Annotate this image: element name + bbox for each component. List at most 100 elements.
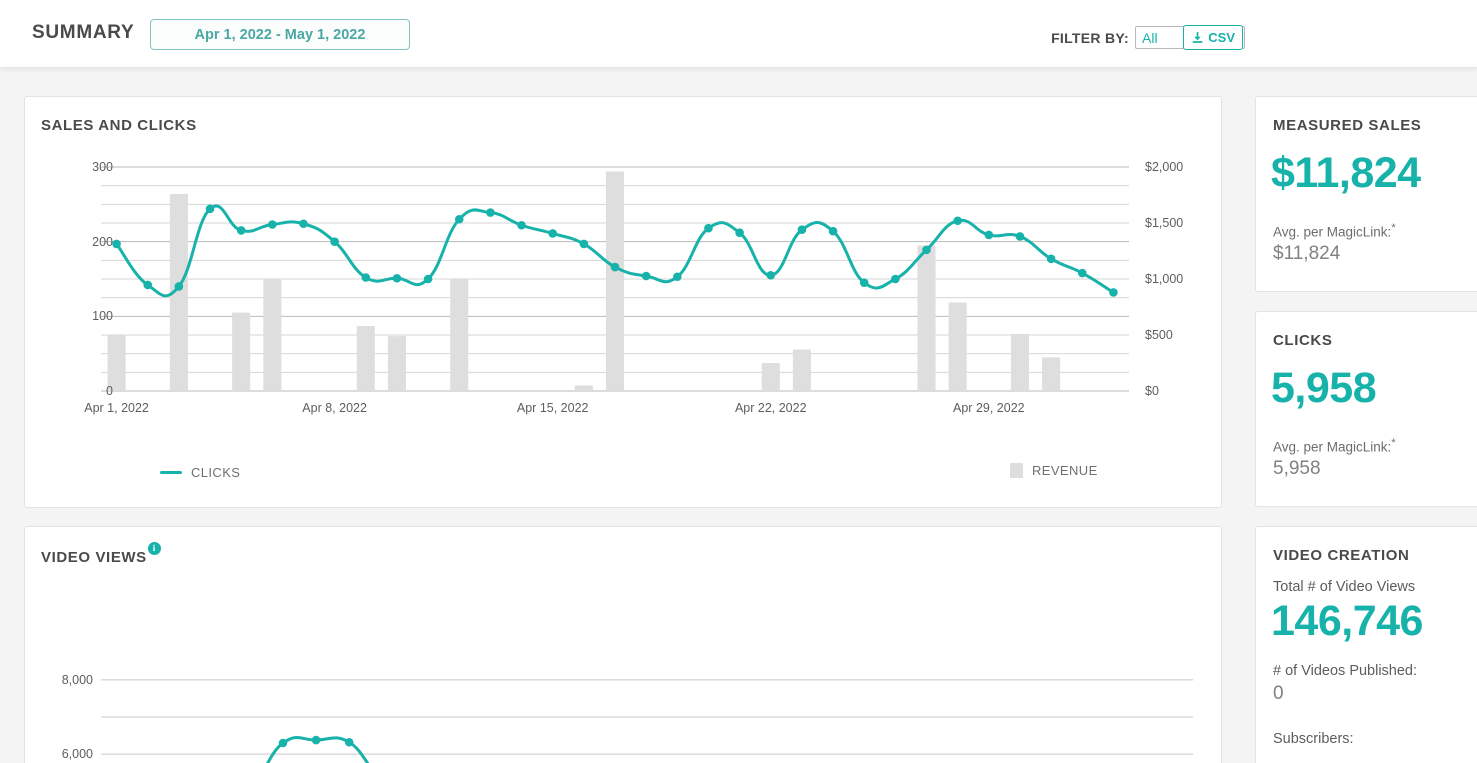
- legend-line-icon: [160, 471, 182, 474]
- legend-clicks-label: CLICKS: [191, 465, 241, 480]
- clicks-point: [579, 239, 589, 249]
- sales-y2-axis-label: $2,000: [1145, 160, 1184, 174]
- videos-published-label: # of Videos Published:: [1273, 663, 1418, 679]
- download-csv-button[interactable]: CSV: [1183, 25, 1243, 50]
- clicks-point: [268, 220, 277, 229]
- sales-y-axis-label: 200: [92, 234, 113, 249]
- total-video-views-label: Total # of Video Views: [1273, 579, 1416, 595]
- sales-and-clicks-plot: [101, 166, 1129, 392]
- page-title: SUMMARY: [32, 22, 135, 43]
- clicks-point: [610, 262, 620, 272]
- clicks-point: [330, 237, 339, 246]
- total-video-views-value: 146,746: [1271, 597, 1423, 645]
- revenue-bar: [263, 279, 282, 391]
- clicks-point: [984, 230, 994, 240]
- measured-sales-card: MEASURED SALES $11,824 Avg. per MagicLin…: [1255, 96, 1477, 292]
- dashboard-body: SALES AND CLICKS 0 100 200 300 $0 $500 $1,000 $…: [0, 68, 1477, 763]
- sales-y2-axis-label: $1,000: [1145, 272, 1184, 286]
- sales-y-axis-label: 0: [106, 384, 113, 398]
- subscribers-label: Subscribers:: [1273, 731, 1354, 747]
- clicks-point: [953, 216, 962, 226]
- clicks-point: [673, 272, 682, 282]
- videos-published-value: 0: [1273, 683, 1284, 704]
- clicks-point: [423, 274, 433, 284]
- sales-y-axis-label: 100: [92, 309, 113, 324]
- revenue-bar: [387, 336, 406, 391]
- revenue-bar: [1010, 333, 1030, 391]
- video-creation-title: VIDEO CREATION: [1273, 547, 1410, 564]
- revenue-bar: [1042, 357, 1061, 391]
- clicks-value: 5,958: [1271, 364, 1377, 412]
- measured-sales-avg-value: $11,824: [1273, 243, 1341, 264]
- measured-sales-title: MEASURED SALES: [1273, 117, 1422, 134]
- clicks-point: [174, 282, 184, 291]
- sales-y2-axis-label: $500: [1145, 328, 1173, 342]
- clicks-point: [704, 223, 713, 233]
- sales-y-axis-label: 300: [92, 160, 113, 174]
- clicks-point: [641, 271, 651, 281]
- legend-clicks[interactable]: CLICKS: [160, 465, 240, 480]
- clicks-point: [828, 226, 838, 236]
- video-views-point: [344, 737, 354, 747]
- legend-square-icon: [1010, 463, 1023, 478]
- clicks-card: CLICKS 5,958 Avg. per MagicLink:* 5,958: [1255, 311, 1477, 507]
- video-views-point: [278, 738, 288, 748]
- measured-sales-avg-label: Avg. per MagicLink:*: [1273, 222, 1396, 240]
- clicks-point: [486, 208, 495, 217]
- clicks-point: [548, 229, 557, 238]
- clicks-point: [454, 214, 464, 224]
- date-range-button[interactable]: Apr 1, 2022 - May 1, 2022: [150, 19, 410, 50]
- sales-and-clicks-title: SALES AND CLICKS: [41, 117, 197, 134]
- sales-and-clicks-card: SALES AND CLICKS 0 100 200 300 $0 $500 $1,000 $…: [24, 96, 1222, 508]
- clicks-title: CLICKS: [1273, 332, 1333, 349]
- clicks-point: [361, 273, 371, 282]
- sales-x-axis-label: Apr 29, 2022: [953, 401, 1025, 415]
- clicks-avg-label-text: Avg. per MagicLink:: [1273, 439, 1392, 455]
- clicks-point: [891, 274, 900, 284]
- clicks-point: [517, 220, 526, 230]
- clicks-point: [797, 225, 807, 235]
- sales-y2-axis-label: $0: [1145, 384, 1159, 398]
- revenue-bar: [948, 302, 967, 391]
- clicks-avg-label: Avg. per MagicLink:*: [1273, 437, 1396, 455]
- sales-x-axis-label: Apr 15, 2022: [516, 401, 589, 415]
- clicks-point: [922, 245, 931, 255]
- clicks-point: [205, 204, 215, 214]
- video-views-title-text: VIDEO VIEWS: [41, 549, 147, 566]
- revenue-bar: [232, 312, 251, 391]
- sales-x-axis-label: Apr 22, 2022: [734, 401, 807, 415]
- clicks-asterisk: *: [1391, 437, 1396, 449]
- measured-sales-value: $11,824: [1271, 149, 1421, 197]
- video-views-point: [311, 735, 321, 745]
- sales-x-axis-label: Apr 1, 2022: [84, 401, 149, 415]
- video-views-title: VIDEO VIEWSi: [41, 542, 161, 566]
- revenue-bar: [169, 193, 188, 391]
- clicks-point: [766, 270, 776, 280]
- sales-and-clicks-chart: 0 100 200 300 $0 $500 $1,000 $1,500 $2,000 Apr 1,…: [25, 97, 1223, 509]
- measured-sales-avg-label-text: Avg. per MagicLink:: [1273, 224, 1392, 240]
- clicks-point: [1109, 288, 1118, 297]
- sales-y2-axis-label: $1,500: [1145, 216, 1184, 230]
- video-views-line: [266, 736, 370, 763]
- video-views-y-axis-label: 8,000: [61, 672, 93, 687]
- download-icon: [1191, 31, 1204, 44]
- revenue-bar: [792, 349, 811, 391]
- video-creation-card: VIDEO CREATION Total # of Video Views 14…: [1255, 526, 1477, 763]
- clicks-point: [1046, 254, 1056, 264]
- filter-by-label: FILTER BY:: [1051, 29, 1129, 46]
- revenue-bar: [356, 326, 375, 391]
- video-views-y-axis-label: 6,000: [61, 747, 93, 762]
- clicks-point: [859, 278, 869, 288]
- info-icon[interactable]: i: [147, 542, 161, 555]
- revenue-bar: [450, 279, 469, 391]
- clicks-point: [236, 226, 246, 235]
- clicks-point: [143, 280, 153, 290]
- revenue-bar: [917, 245, 936, 391]
- clicks-point: [392, 273, 402, 283]
- revenue-bar: [761, 363, 780, 391]
- legend-revenue-label: REVENUE: [1032, 463, 1098, 478]
- sales-x-axis-label: Apr 8, 2022: [302, 401, 367, 415]
- clicks-point: [1015, 232, 1025, 241]
- legend-revenue[interactable]: REVENUE: [1010, 463, 1098, 478]
